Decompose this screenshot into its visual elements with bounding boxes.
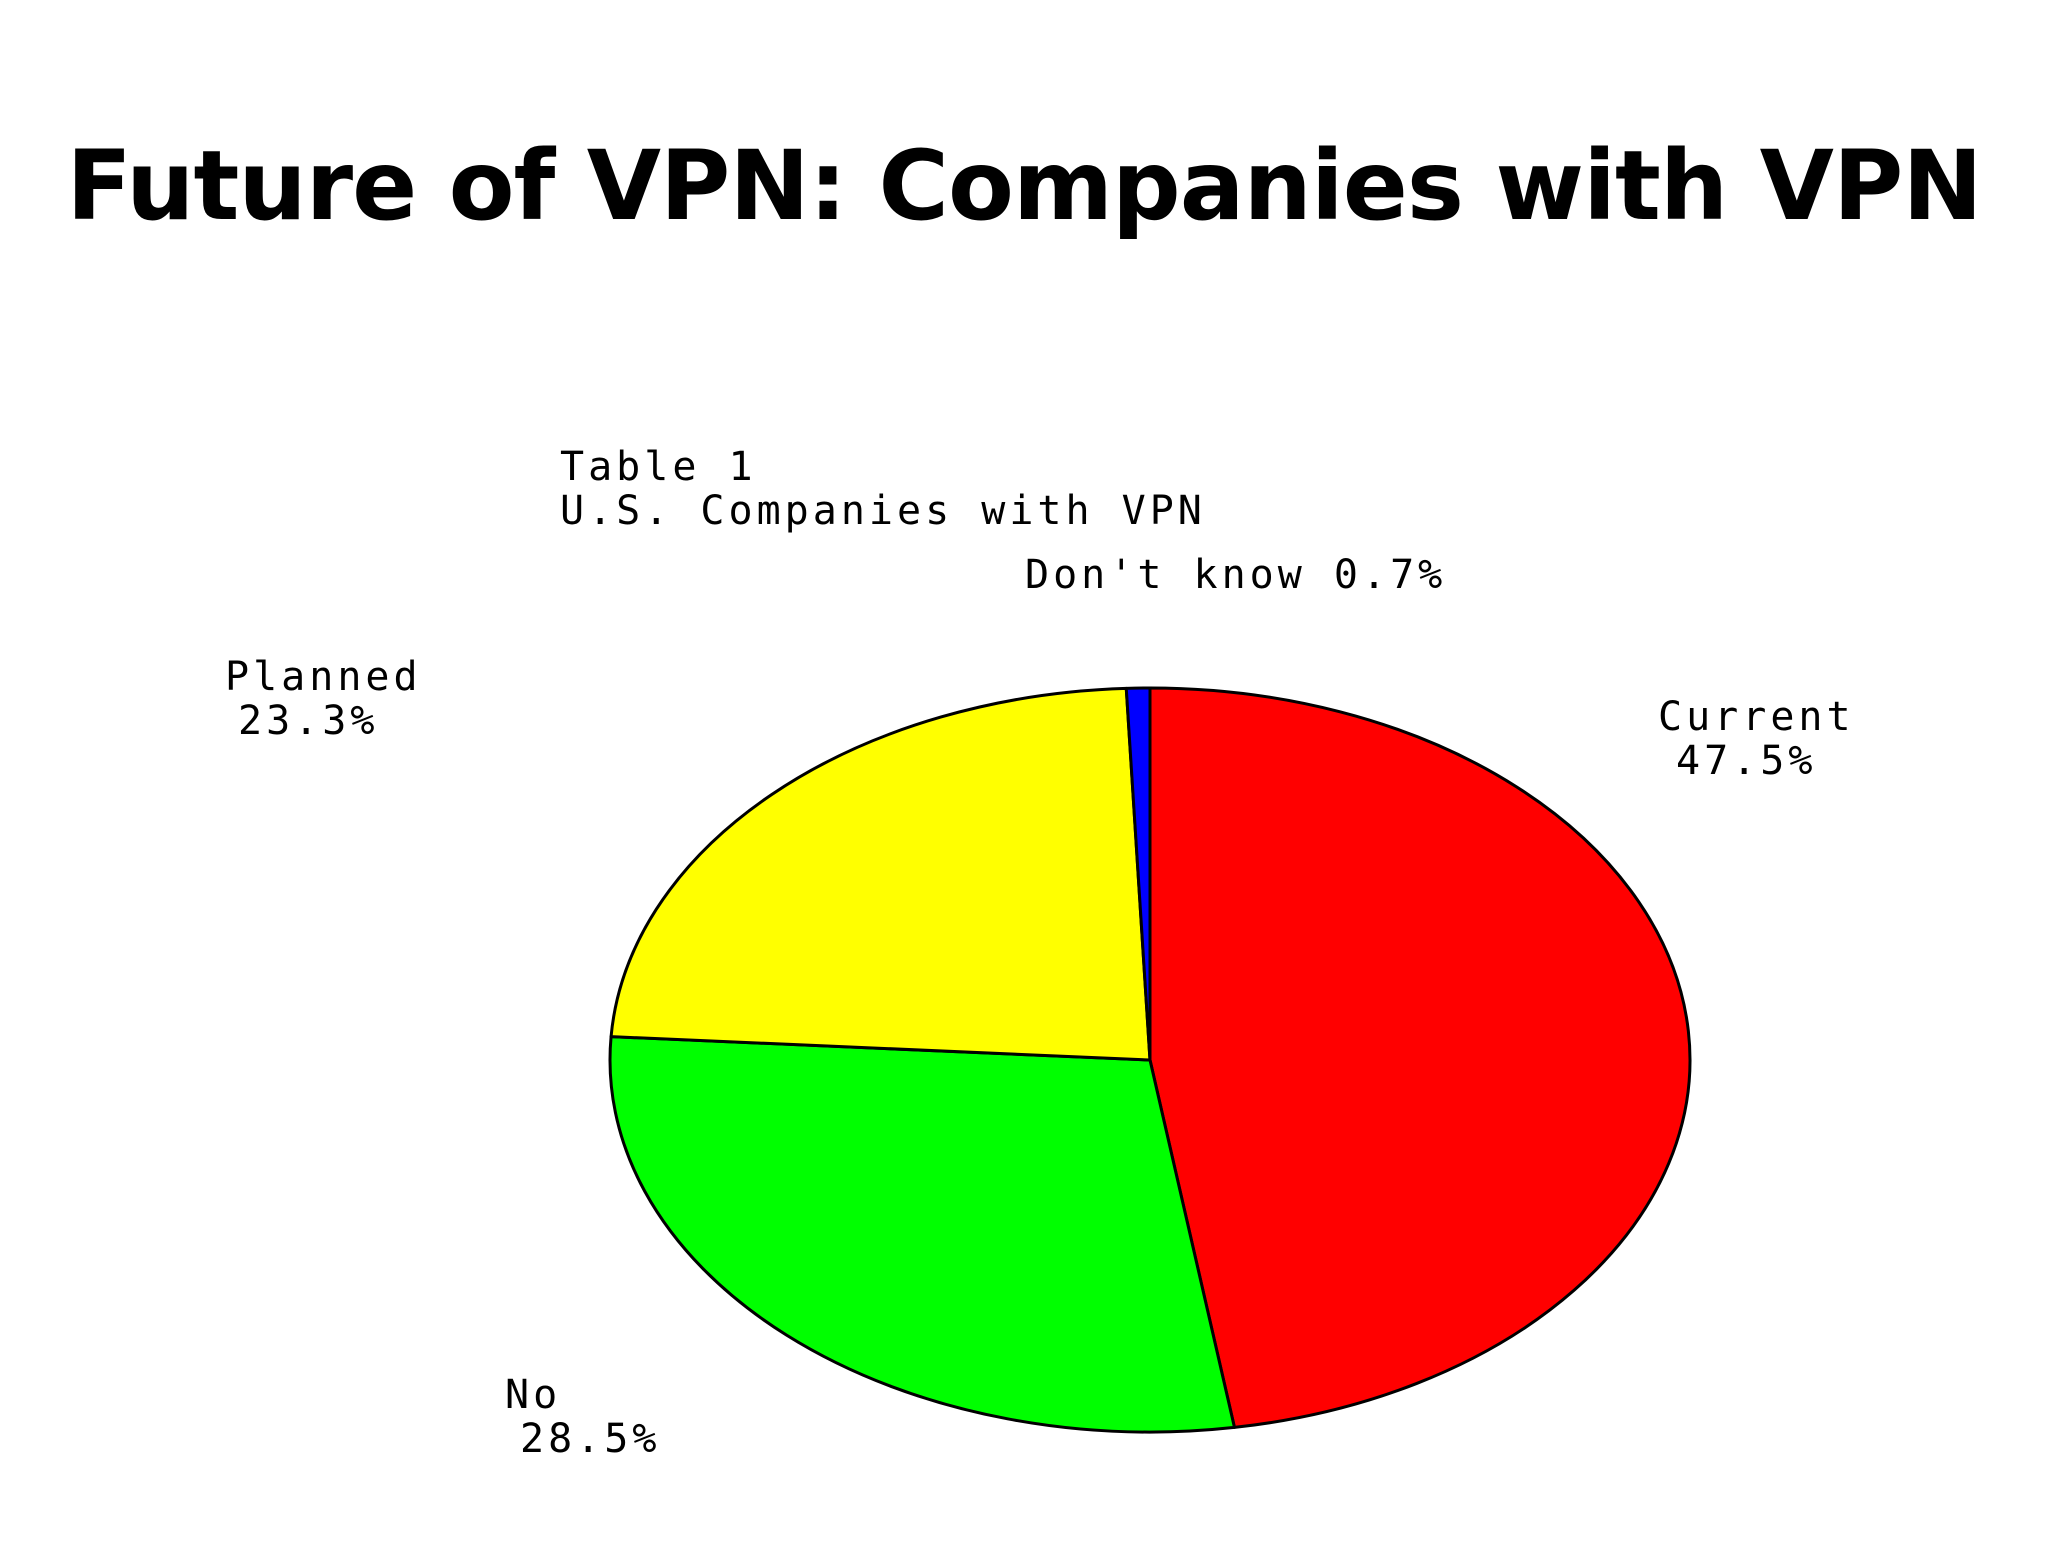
slide-title: Future of VPN: Companies with VPN [66,130,1982,242]
pie-slice-current [1148,686,1692,1429]
slice-name-no: No [505,1372,561,1418]
slice-value-no: 28.5% [520,1416,660,1462]
slice-name-planned: Planned [225,654,422,700]
slice-value-current: 47.5% [1676,738,1816,784]
pie-slice-don-t-know [1124,686,1152,1062]
pie-slice-planned [609,686,1152,1062]
slice-name-dont-know: Don't know [1025,552,1306,598]
pie-slices [608,686,1692,1434]
chart-title: Table 1 [560,444,757,490]
chart-subtitle: U.S. Companies with VPN [560,488,1206,534]
slice-label-dont-know: Don't know 0.7% [1025,552,1446,598]
pie-slice-no [608,1035,1236,1434]
slice-value-dont-know: 0.7% [1334,552,1446,598]
slice-name-current: Current [1658,694,1855,740]
slice-value-planned: 23.3% [238,698,378,744]
